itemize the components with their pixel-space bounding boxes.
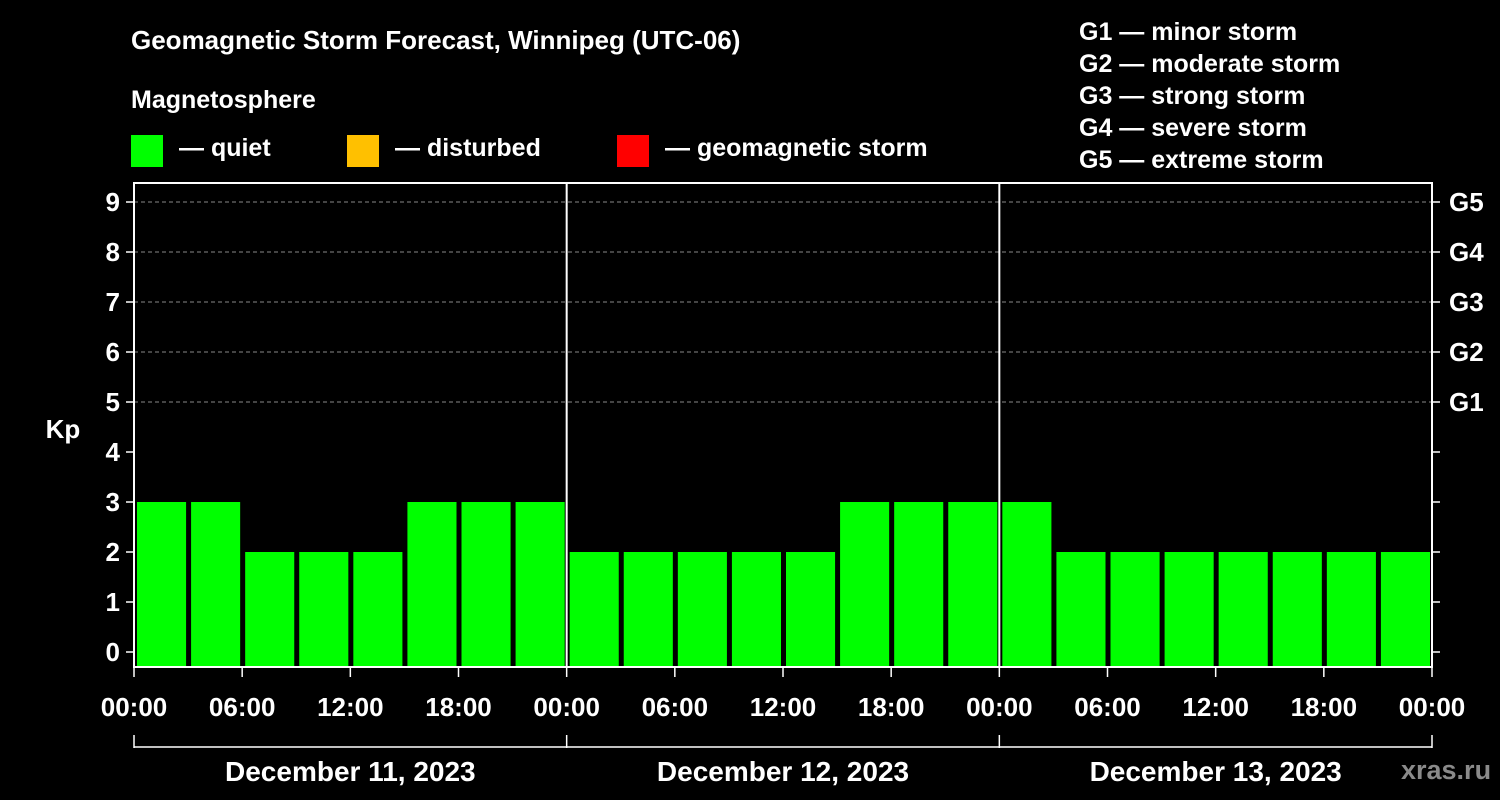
x-tick-label: 00:00 — [1399, 692, 1466, 722]
kp-bar — [461, 502, 511, 667]
y-tick-label: 9 — [106, 187, 120, 217]
kp-bar — [1110, 552, 1160, 667]
x-tick-label: 00:00 — [101, 692, 168, 722]
g-scale-g3: G3 — strong storm — [1079, 82, 1306, 110]
g-level-label: G5 — [1449, 187, 1484, 217]
kp-bar — [407, 502, 457, 667]
kp-bar — [786, 552, 836, 667]
y-tick-label: 4 — [106, 437, 121, 467]
kp-bar — [515, 502, 565, 667]
kp-bar — [1380, 552, 1430, 667]
g-scale-g4: G4 — severe storm — [1079, 114, 1307, 142]
x-tick-label: 12:00 — [317, 692, 384, 722]
x-tick-label: 18:00 — [425, 692, 492, 722]
g-scale-g2: G2 — moderate storm — [1079, 50, 1341, 78]
kp-bar — [1218, 552, 1268, 667]
day-label: December 11, 2023 — [225, 756, 476, 787]
y-tick-label: 0 — [106, 637, 120, 667]
y-tick-label: 6 — [106, 337, 120, 367]
kp-bar — [1002, 502, 1052, 667]
kp-bar — [137, 502, 187, 667]
watermark: xras.ru — [1401, 755, 1492, 785]
legend-swatch-quiet — [131, 135, 163, 167]
y-tick-label: 8 — [106, 237, 120, 267]
kp-bar — [569, 552, 619, 667]
x-tick-label: 06:00 — [209, 692, 276, 722]
x-tick-label: 06:00 — [642, 692, 709, 722]
g-scale-g5: G5 — extreme storm — [1079, 146, 1324, 174]
kp-bar — [840, 502, 890, 667]
g-level-label: G2 — [1449, 337, 1484, 367]
x-tick-label: 18:00 — [858, 692, 925, 722]
y-tick-label: 5 — [106, 387, 120, 417]
legend-label-disturbed: — disturbed — [395, 134, 541, 162]
y-tick-label: 7 — [106, 287, 120, 317]
kp-bar — [1056, 552, 1106, 667]
x-tick-label: 06:00 — [1074, 692, 1141, 722]
kp-bar — [353, 552, 403, 667]
kp-bar — [1272, 552, 1322, 667]
kp-bar — [623, 552, 673, 667]
x-tick-label: 00:00 — [533, 692, 600, 722]
y-tick-label: 1 — [106, 587, 120, 617]
chart-title: Geomagnetic Storm Forecast, Winnipeg (UT… — [131, 25, 741, 55]
x-tick-label: 12:00 — [1182, 692, 1249, 722]
legend-label-quiet: — quiet — [179, 134, 271, 162]
legend-swatch-storm — [617, 135, 649, 167]
kp-bar — [677, 552, 727, 667]
g-level-label: G1 — [1449, 387, 1484, 417]
day-label: December 13, 2023 — [1090, 756, 1342, 787]
x-tick-label: 12:00 — [750, 692, 817, 722]
legend-label-storm: — geomagnetic storm — [665, 134, 928, 162]
g-level-label: G3 — [1449, 287, 1484, 317]
kp-bar — [299, 552, 349, 667]
kp-bar — [731, 552, 781, 667]
g-scale-legend: G1 — minor storm G2 — moderate storm G3 … — [1079, 16, 1340, 176]
g-scale-g1: G1 — minor storm — [1079, 18, 1298, 46]
kp-bar — [191, 502, 241, 667]
kp-bar — [245, 552, 295, 667]
kp-bar — [948, 502, 998, 667]
legend-swatch-disturbed — [347, 135, 379, 167]
chart-subtitle: Magnetosphere — [131, 86, 316, 114]
kp-bar — [894, 502, 944, 667]
x-tick-label: 18:00 — [1291, 692, 1358, 722]
y-tick-label: 2 — [106, 537, 120, 567]
kp-bar — [1164, 552, 1214, 667]
kp-bar — [1326, 552, 1376, 667]
y-tick-label: 3 — [106, 487, 120, 517]
g-level-label: G4 — [1449, 237, 1484, 267]
day-label: December 12, 2023 — [657, 756, 909, 787]
y-axis-label: Kp — [46, 414, 81, 444]
x-tick-label: 00:00 — [966, 692, 1033, 722]
